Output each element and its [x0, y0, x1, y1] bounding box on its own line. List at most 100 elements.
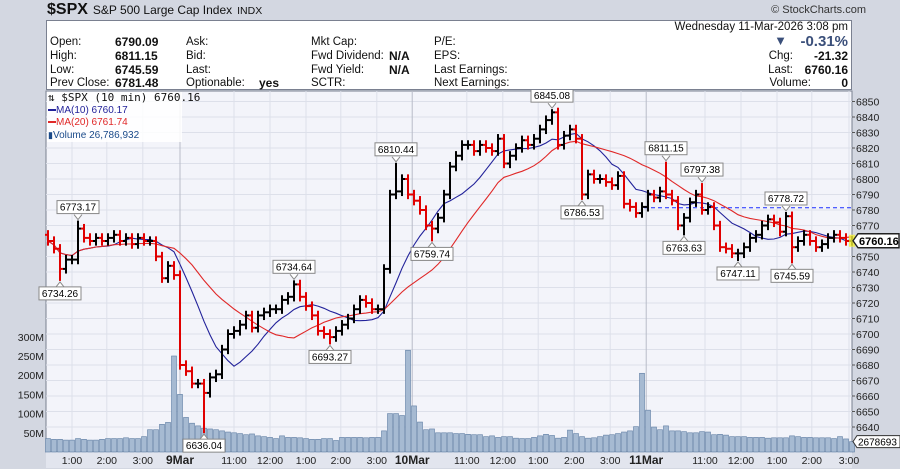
volume-bar	[765, 437, 771, 453]
volume-bar	[591, 437, 597, 453]
ohlc-bar	[219, 344, 225, 379]
ohlc-bar	[609, 177, 615, 190]
volume-bar	[81, 439, 87, 453]
x-tick-label: 3:00	[600, 455, 621, 467]
ohlc-bar	[315, 310, 321, 336]
y-tick-label: 6750	[856, 252, 880, 264]
volume-bar	[513, 437, 519, 453]
volume-bar	[759, 437, 765, 453]
annotation-label: 6763.63	[666, 243, 703, 254]
volume-bar	[831, 438, 837, 453]
volume-bar	[843, 438, 849, 453]
ohlc-bar	[753, 230, 759, 243]
x-tick-label: 3:00	[367, 455, 388, 467]
last-value: 6760.16	[804, 63, 848, 77]
ohlc-bar	[333, 326, 339, 342]
volume-bar	[147, 429, 153, 453]
ohlc-bar	[93, 233, 99, 246]
volume-bar	[771, 437, 777, 453]
ohlc-bar	[321, 326, 327, 339]
ohlc-bar	[135, 233, 141, 249]
annotation-pointer	[787, 263, 797, 270]
volume-bar	[531, 437, 537, 453]
x-tick-label: 9Mar	[166, 453, 194, 467]
volume-bar	[375, 437, 381, 453]
annotation-pointer	[73, 214, 83, 221]
ohlc-bar	[567, 124, 573, 141]
ohlc-bar	[699, 183, 705, 215]
annotation-pointer	[391, 156, 401, 163]
ohlc-bar	[513, 143, 519, 161]
copyright[interactable]: © StockCharts.com	[771, 4, 866, 16]
last-volume-marker	[852, 435, 900, 449]
ohlc-bar	[183, 360, 189, 376]
volume-bar	[549, 435, 555, 453]
ohlc-bar	[327, 329, 333, 345]
volume-bar	[813, 437, 819, 453]
x-tick-label: 1:00	[767, 455, 788, 467]
volume-bar	[489, 435, 495, 453]
y-tick-label: 6850	[856, 97, 880, 109]
volume-bar	[177, 394, 183, 453]
annotation-pointer	[55, 281, 65, 288]
ohlc-bar	[201, 378, 207, 434]
volume-bar	[171, 355, 177, 453]
volume-bar	[225, 431, 231, 453]
volume-bar	[585, 437, 591, 453]
annotation-pointer	[325, 344, 335, 351]
volume-bar	[381, 430, 387, 453]
volume-bar	[735, 436, 741, 453]
ohlc-bar	[735, 248, 741, 261]
annotation-label: 6636.04	[186, 441, 223, 452]
annotation-box	[374, 142, 418, 157]
volume-bar	[615, 433, 621, 453]
high-label: High:	[50, 50, 77, 62]
ohlc-bar	[669, 189, 675, 206]
annotation-label: 6747.11	[720, 269, 756, 280]
ohlc-bar	[489, 143, 495, 156]
x-tick-label: 2:00	[331, 455, 352, 467]
ohlc-bar	[255, 310, 261, 333]
volume-bar	[465, 434, 471, 453]
annotation-label: 6845.08	[534, 91, 571, 102]
x-tick-label: 11:00	[221, 455, 247, 467]
ohlc-bar	[207, 372, 213, 398]
annotation-label: 6745.59	[774, 271, 811, 282]
annotation-pointer	[661, 155, 671, 162]
volume-bar	[555, 437, 561, 453]
ohlc-bar	[819, 239, 825, 252]
last-price-label: 6760.16	[859, 236, 899, 248]
ohlc-bar	[435, 213, 441, 234]
legend-price: ⇅ $SPX (10 min) 6760.16	[48, 92, 200, 104]
annotation-pointer	[547, 102, 557, 109]
volume-bar	[231, 432, 237, 453]
annotation-box	[764, 191, 808, 206]
volume-bar	[243, 434, 249, 453]
volume-bar	[507, 436, 513, 453]
ohlc-bar	[639, 202, 645, 218]
ohlc-bar	[123, 233, 129, 246]
volume-bar	[459, 433, 465, 453]
volume-bar	[393, 413, 399, 453]
volume-bar	[693, 432, 699, 453]
ohlc-bar	[423, 205, 429, 231]
annotation-box	[644, 141, 688, 156]
ohlc-bar	[771, 214, 777, 228]
y-tick-label: 6740	[856, 267, 880, 279]
volume-bar	[423, 429, 429, 453]
ohlc-bar	[267, 304, 273, 317]
y-tick-label: 6780	[856, 205, 880, 217]
y-tick-label: 6680	[856, 360, 880, 372]
security-name: S&P 500 Large Cap Index	[92, 3, 233, 17]
y-tick-label: 6700	[856, 329, 880, 341]
annotation-pointer	[577, 200, 587, 207]
ohlc-bar	[555, 107, 561, 150]
ohlc-bar	[591, 169, 597, 184]
ohlc-bar	[231, 326, 237, 339]
ohlc-bar	[741, 242, 747, 259]
legend-ma20: MA(20) 6761.74	[48, 117, 128, 129]
volume-bar	[123, 437, 129, 453]
x-tick-label: 3:00	[839, 455, 860, 467]
volume-bar	[435, 432, 441, 453]
